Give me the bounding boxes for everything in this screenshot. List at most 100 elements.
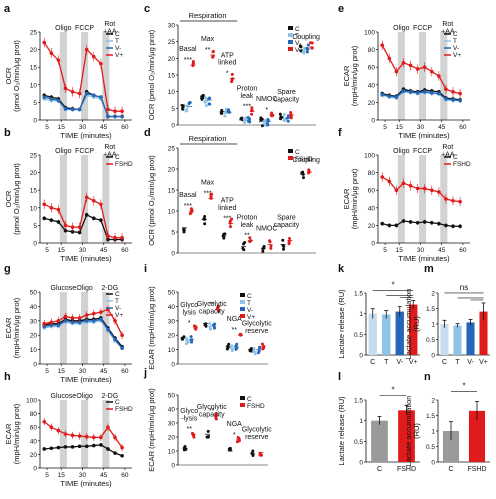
panel-letter: k [338,263,345,275]
data-point [415,220,420,225]
legend-swatch [288,40,293,44]
x-tick-label: 15 [58,247,66,254]
legend-swatch [240,396,245,400]
x-tick-label: 5 [45,124,49,131]
group-label-line: capacity [199,411,225,418]
y-tick-label: 1.5 [426,306,435,313]
data-point [106,447,110,451]
y-tick-label: 1 [431,322,435,329]
data-point [216,309,220,313]
data-point [183,444,187,448]
x-axis-label: TIME (minutes) [398,254,450,263]
injection-band [81,155,89,243]
data-point [259,116,263,120]
x-axis-label: TIME (minutes) [60,131,112,140]
x-tick-label: 5 [45,247,49,254]
y-axis-label-line: Lactate accumulation [404,396,413,467]
significance-stars: ** [244,232,250,239]
injection-label: Rot +AA [103,144,117,158]
group-label: Coupling [292,157,320,164]
injection-band [59,292,67,364]
group-label: Coupling [292,34,320,41]
data-point [99,218,103,222]
data-point [63,314,68,319]
data-point [91,54,96,59]
y-tick-label: 20 [30,47,38,54]
data-point [99,202,103,207]
injection-label: Oligo [76,285,92,292]
data-point [56,323,61,327]
data-point [217,304,221,308]
legend-label: T [453,38,457,45]
injection-band [102,32,110,120]
y-tick-label: 1.5 [354,291,363,298]
panel-letter: f [338,127,342,139]
data-point [182,335,186,339]
y-tick-label: 25 [30,30,38,37]
group-label: ATP linked [218,198,236,212]
data-point [201,93,205,97]
y-tick-label: 15 [168,73,176,80]
data-point [394,69,399,74]
data-point [91,93,96,98]
legend-swatch [240,403,245,407]
data-point [306,43,310,47]
injection-label: Glucose [51,393,77,400]
legend-label: V- [115,45,121,52]
data-point [380,221,385,226]
y-axis-label: ECAR (mpH/min/μg prot) [147,388,156,472]
bar [479,311,488,355]
data-point [401,181,406,185]
data-point [49,218,54,222]
data-point [185,104,189,108]
panel-a: a 0 5 10 15 20 25 OCR(pmol O₂/min/μg prot) 5 15 30… [4,3,132,140]
y-tick-label: 40 [368,82,376,89]
significance-label: * [391,385,394,394]
group-label: Glyco lysis [180,302,198,316]
y-tick-label: 2 [431,291,435,298]
group-label: Max [201,179,215,186]
data-point [380,175,385,179]
bar [442,431,460,462]
data-point [63,86,68,91]
data-point [437,74,441,78]
x-axis-label: TIME (minutes) [60,254,112,263]
group-label-line: capacity [274,222,300,229]
legend-swatch [288,33,293,37]
data-point [230,217,234,221]
panel-letter: m [424,263,434,275]
panel-f: f 0 20 40 60 80 100 ECAR(mpH/min/μg prot) 5 15 30 4… [338,127,471,263]
group-label: Glycolytic capacity [197,404,227,418]
legend-swatch [288,156,293,160]
data-point [49,320,54,325]
significance-stars: ** [187,426,193,433]
data-point [203,222,207,226]
injection-label-line: +AA [103,28,117,35]
y-tick-label: 0.5 [354,332,363,339]
group-label-line: Glycolytic [242,426,272,433]
y-tick-label: 10 [30,205,38,212]
x-tick-label: 45 [100,368,108,375]
bar [440,324,449,355]
legend-label: T [115,298,119,305]
y-tick-label: 80 [368,170,376,177]
x-tick-label: 60 [459,247,467,254]
data-point [63,223,68,228]
group-label-line: leak [241,93,254,100]
injection-label-line: +AA [441,28,455,35]
data-point [262,245,266,249]
data-point [56,58,61,62]
group-label-line: Spare [277,214,296,221]
legend-label: FSHD [295,156,313,163]
data-point [49,97,54,101]
data-point [120,453,124,458]
group-label-line: Glyco [180,302,198,309]
legend-label: V+ [453,52,461,59]
x-tick-label: FSHD [467,466,486,473]
x-tick-label: 60 [121,124,129,131]
data-point [49,51,54,55]
data-point [63,106,68,111]
y-axis-label: OCR(pmol O₂/min/μg prot) [4,163,21,235]
data-point [387,56,392,61]
y-tick-label: 5 [171,106,175,113]
